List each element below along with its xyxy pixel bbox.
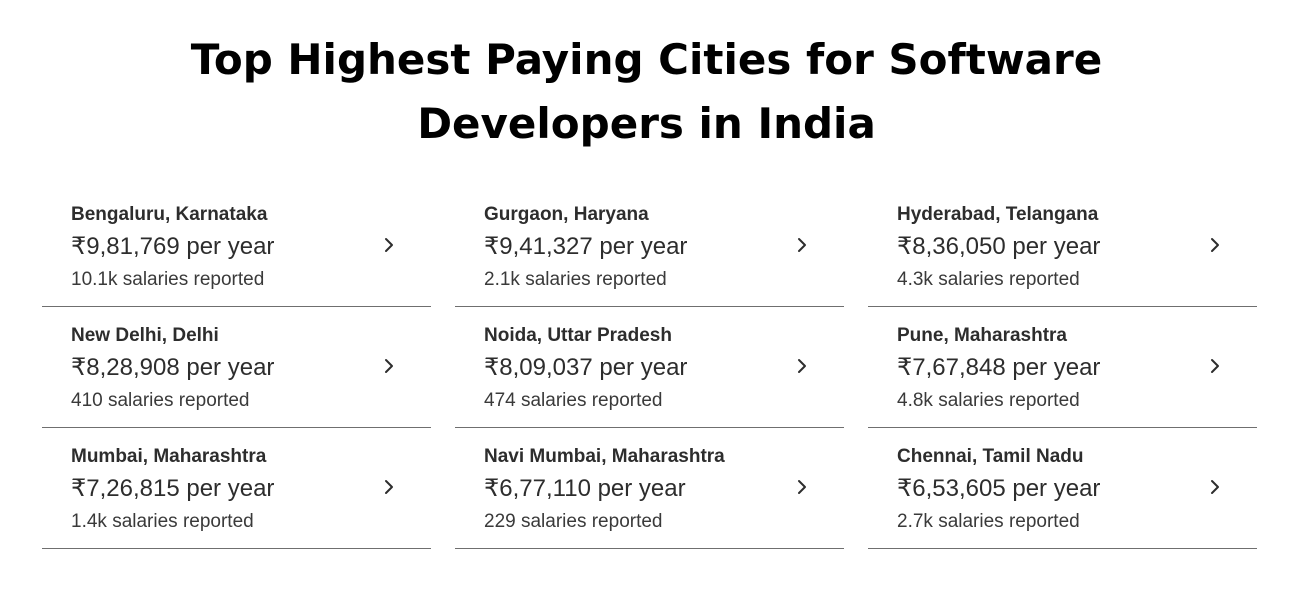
city-name: Chennai, Tamil Nadu <box>897 446 1084 467</box>
chevron-right-icon[interactable] <box>383 478 395 496</box>
chevron-right-icon[interactable] <box>383 357 395 375</box>
chevron-right-icon[interactable] <box>796 236 808 254</box>
city-salary: ₹8,28,908 per year <box>71 354 275 381</box>
city-card-hyderabad[interactable]: Hyderabad, Telangana ₹8,36,050 per year … <box>868 186 1257 307</box>
city-salary-grid: Bengaluru, Karnataka ₹9,81,769 per year … <box>42 186 1257 549</box>
page-title-line-1: Top Highest Paying Cities for Software <box>190 35 1103 84</box>
chevron-right-icon[interactable] <box>1209 357 1221 375</box>
page-title: Top Highest Paying Cities for Software D… <box>0 28 1293 156</box>
salaries-reported: 4.3k salaries reported <box>897 269 1080 290</box>
city-card-gurgaon[interactable]: Gurgaon, Haryana ₹9,41,327 per year 2.1k… <box>455 186 844 307</box>
city-card-mumbai[interactable]: Mumbai, Maharashtra ₹7,26,815 per year 1… <box>42 428 431 549</box>
city-salary: ₹7,26,815 per year <box>71 475 275 502</box>
salaries-reported: 10.1k salaries reported <box>71 269 265 290</box>
salaries-reported: 410 salaries reported <box>71 390 250 411</box>
salaries-reported: 474 salaries reported <box>484 390 663 411</box>
city-name: Hyderabad, Telangana <box>897 204 1099 225</box>
city-name: Navi Mumbai, Maharashtra <box>484 446 725 467</box>
salaries-reported: 229 salaries reported <box>484 511 663 532</box>
city-name: Gurgaon, Haryana <box>484 204 649 225</box>
city-card-new-delhi[interactable]: New Delhi, Delhi ₹8,28,908 per year 410 … <box>42 307 431 428</box>
city-card-pune[interactable]: Pune, Maharashtra ₹7,67,848 per year 4.8… <box>868 307 1257 428</box>
city-name: Noida, Uttar Pradesh <box>484 325 672 346</box>
city-name: New Delhi, Delhi <box>71 325 219 346</box>
city-salary: ₹9,41,327 per year <box>484 233 688 260</box>
page-title-line-2: Developers in India <box>417 99 876 148</box>
chevron-right-icon[interactable] <box>1209 236 1221 254</box>
salaries-reported: 4.8k salaries reported <box>897 390 1080 411</box>
chevron-right-icon[interactable] <box>383 236 395 254</box>
chevron-right-icon[interactable] <box>796 478 808 496</box>
city-salary: ₹9,81,769 per year <box>71 233 275 260</box>
chevron-right-icon[interactable] <box>1209 478 1221 496</box>
city-name: Bengaluru, Karnataka <box>71 204 268 225</box>
city-salary: ₹8,09,037 per year <box>484 354 688 381</box>
city-salary: ₹6,77,110 per year <box>484 475 686 502</box>
city-name: Mumbai, Maharashtra <box>71 446 267 467</box>
salaries-reported: 1.4k salaries reported <box>71 511 254 532</box>
city-name: Pune, Maharashtra <box>897 325 1067 346</box>
city-card-bengaluru[interactable]: Bengaluru, Karnataka ₹9,81,769 per year … <box>42 186 431 307</box>
city-salary: ₹6,53,605 per year <box>897 475 1101 502</box>
city-salary: ₹8,36,050 per year <box>897 233 1101 260</box>
chevron-right-icon[interactable] <box>796 357 808 375</box>
salaries-reported: 2.1k salaries reported <box>484 269 667 290</box>
city-salary: ₹7,67,848 per year <box>897 354 1101 381</box>
city-card-chennai[interactable]: Chennai, Tamil Nadu ₹6,53,605 per year 2… <box>868 428 1257 549</box>
city-card-navi-mumbai[interactable]: Navi Mumbai, Maharashtra ₹6,77,110 per y… <box>455 428 844 549</box>
salaries-reported: 2.7k salaries reported <box>897 511 1080 532</box>
city-card-noida[interactable]: Noida, Uttar Pradesh ₹8,09,037 per year … <box>455 307 844 428</box>
